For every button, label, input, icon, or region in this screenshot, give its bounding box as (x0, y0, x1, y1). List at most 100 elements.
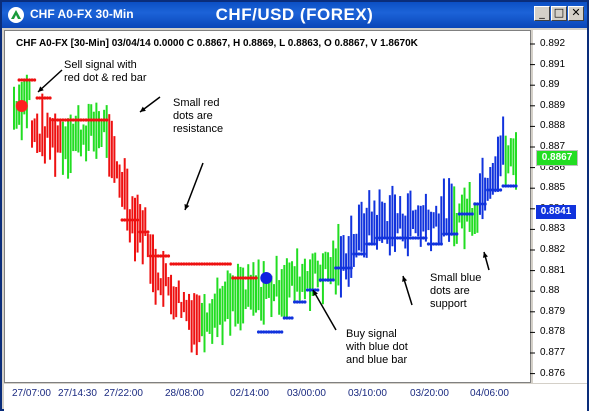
resistance-dot (213, 262, 217, 266)
resistance-dot (151, 254, 155, 258)
resistance-dot (79, 118, 83, 122)
price-axis-label: 0.883 (540, 223, 566, 235)
support-dot (357, 252, 361, 256)
resistance-dot (228, 262, 232, 266)
support-dot (349, 266, 353, 270)
resistance-dot (197, 262, 201, 266)
resistance-arrow-lower-head (184, 204, 190, 210)
resistance-dot (22, 78, 26, 82)
resistance-dot (84, 118, 88, 122)
support-dot (416, 236, 420, 240)
price-axis-label: 0.891 (540, 58, 566, 70)
support-dot (414, 236, 418, 240)
close-button[interactable]: ✕ (568, 6, 584, 21)
time-axis-label: 03/20:00 (410, 388, 449, 399)
resistance-dot (200, 262, 204, 266)
support-dot (465, 212, 469, 216)
support-note-line: support (430, 298, 467, 310)
support-dot (293, 300, 297, 304)
support-dot (272, 330, 276, 334)
time-axis-label: 27/14:30 (58, 388, 97, 399)
resistance-dot (66, 118, 70, 122)
resistance-dot (40, 96, 44, 100)
resistance-dot (166, 254, 171, 258)
time-axis-label: 03/00:00 (287, 388, 326, 399)
window-title: CHF/USD (FOREX) (215, 5, 374, 24)
price-axis-label: 0.879 (540, 305, 566, 317)
resistance-dot (105, 118, 109, 122)
resistance-dot (187, 262, 191, 266)
resistance-dot (120, 218, 124, 222)
support-dot (383, 236, 387, 240)
support-dot (341, 266, 346, 270)
support-dot (277, 330, 281, 334)
support-dot (480, 202, 485, 206)
buy-signal-dot (260, 272, 273, 284)
support-dot (424, 236, 428, 240)
price-axis-label: 0.88 (540, 285, 560, 297)
support-dot (444, 232, 449, 236)
support-dot (365, 242, 369, 246)
price-axis-label: 0.888 (540, 120, 566, 132)
minimize-button[interactable]: _ (534, 6, 550, 21)
resistance-dot (74, 118, 78, 122)
time-axis-label: 27/22:00 (104, 388, 143, 399)
resistance-dot (236, 276, 240, 280)
support-dot (462, 212, 467, 216)
support-dot (354, 252, 358, 256)
time-axis (4, 384, 587, 411)
resistance-dot (220, 262, 225, 266)
resistance-dot (156, 254, 160, 258)
support-dot (269, 330, 274, 334)
resistance-dot (63, 118, 68, 122)
resistance-dot (192, 262, 196, 266)
buy-note-line: and blue bar (346, 354, 408, 366)
resistance-dot (128, 218, 132, 222)
resistance-note-line: Small red (173, 97, 220, 109)
resistance-dot (97, 118, 101, 122)
support-dot (331, 278, 335, 282)
support-dot (468, 212, 472, 216)
support-dot (432, 242, 436, 246)
maximize-button[interactable]: □ (551, 6, 567, 21)
resistance-dot (153, 254, 158, 258)
title-bar[interactable]: CHF A0-FX 30-Min CHF/USD (FOREX) _ □ ✕ (2, 2, 587, 28)
support-dot (390, 236, 395, 240)
resistance-dot (205, 262, 209, 266)
time-axis-label: 03/10:00 (348, 388, 387, 399)
support-dot (509, 184, 513, 188)
support-note: Small blue dots are support (430, 272, 481, 311)
buy-note-line: with blue dot (346, 341, 408, 353)
sell-signal-note: Sell signal with red dot & red bar (64, 59, 147, 85)
resistance-dot (141, 230, 145, 234)
resistance-dot (146, 230, 150, 234)
support-dot (475, 202, 479, 206)
current-price-badge: 0.8867 (536, 150, 578, 166)
resistance-note: Small red dots are resistance (173, 97, 223, 136)
support-dot (406, 236, 410, 240)
support-dot (303, 300, 307, 304)
support-dot (460, 212, 464, 216)
quote-info-line: CHF A0-FX [30-Min] 03/04/14 0.0000 C 0.8… (16, 38, 418, 49)
support-dot (334, 266, 338, 270)
resistance-dot (231, 276, 235, 280)
support-dot (388, 236, 392, 240)
price-axis-label: 0.876 (540, 367, 566, 379)
resistance-dot (56, 118, 60, 122)
support-dot (326, 278, 330, 282)
support-dot (318, 278, 322, 282)
resistance-dot (190, 262, 194, 266)
support-dot (300, 300, 304, 304)
support-dot (267, 330, 271, 334)
resistance-dot (161, 254, 165, 258)
support-arrow-left-head (402, 276, 408, 282)
support-dot (264, 330, 268, 334)
support-dot (316, 288, 320, 292)
support-dot (359, 252, 364, 256)
resistance-dot (20, 78, 24, 82)
price-axis-label: 0.882 (540, 244, 566, 255)
support-dot (380, 236, 384, 240)
support-dot (295, 300, 299, 304)
